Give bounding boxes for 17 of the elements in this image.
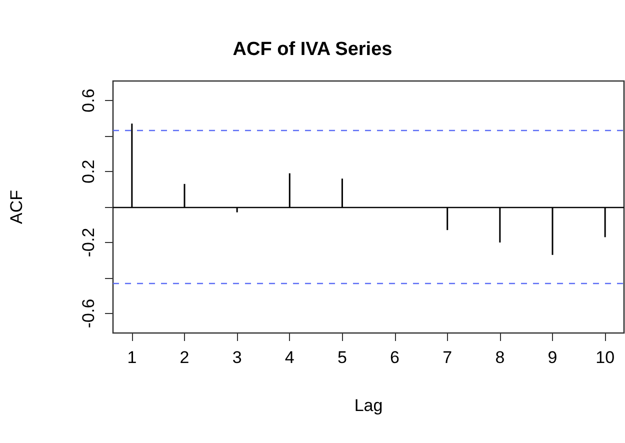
x-tick-label: 9: [548, 348, 558, 367]
y-axis-title: ACF: [7, 190, 26, 224]
chart-title: ACF of IVA Series: [232, 39, 392, 60]
y-tick-label: -0.2: [79, 228, 98, 258]
y-tick-label: 0.6: [79, 88, 98, 112]
x-axis-title: Lag: [354, 396, 383, 415]
x-tick-label: 8: [495, 348, 505, 367]
x-tick-label: 1: [127, 348, 137, 367]
x-tick-label: 3: [232, 348, 242, 367]
x-tick-label: 2: [180, 348, 190, 367]
y-tick-label: -0.6: [79, 298, 98, 328]
y-tick-label: 0.2: [79, 160, 98, 184]
x-tick-label: 7: [442, 348, 452, 367]
x-tick-label: 4: [284, 348, 294, 367]
x-tick-label: 6: [390, 348, 400, 367]
x-tick-label: 10: [596, 348, 615, 367]
x-tick-label: 5: [337, 348, 347, 367]
